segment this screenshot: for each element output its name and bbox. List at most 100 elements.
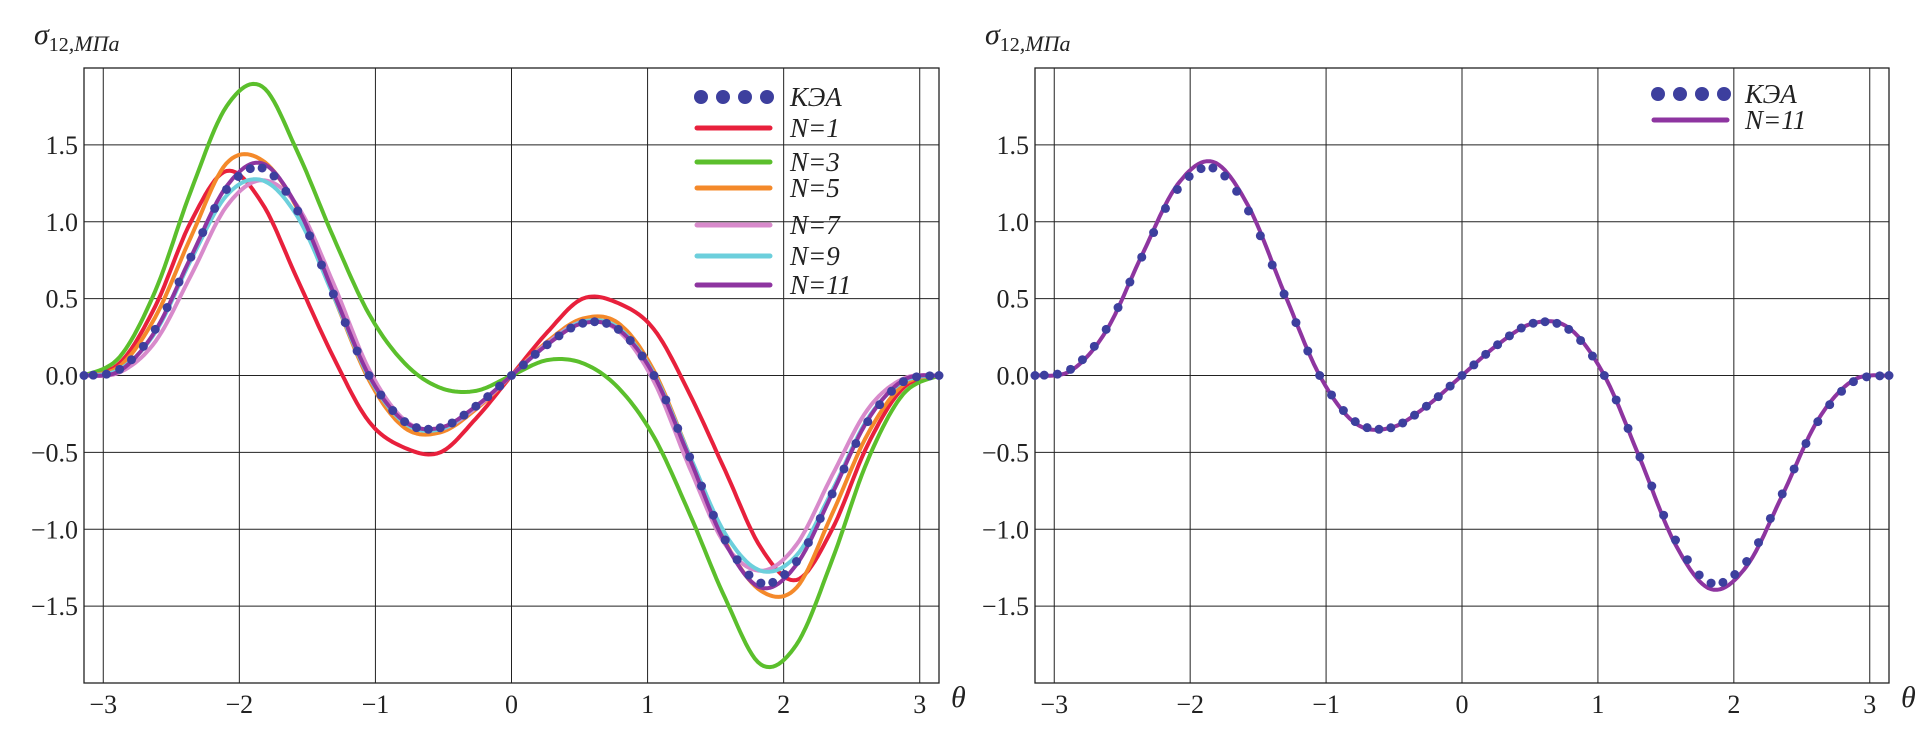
legend-item-кэа: КЭА	[1651, 79, 1797, 109]
kea-data-point	[340, 318, 350, 328]
legend-label: N=5	[789, 173, 840, 203]
y-label-symbol: σ	[985, 18, 1001, 51]
kea-data-point	[222, 184, 231, 194]
kea-data-point	[1875, 371, 1885, 381]
kea-data-point	[376, 390, 386, 400]
kea-data-point	[293, 206, 303, 216]
kea-data-point	[1647, 481, 1657, 491]
kea-data-point	[459, 410, 469, 420]
kea-data-point	[912, 372, 922, 382]
kea-data-point	[1504, 331, 1514, 341]
kea-data-point	[1232, 186, 1242, 196]
kea-data-point	[1754, 538, 1764, 548]
kea-data-point	[720, 535, 730, 545]
kea-data-point	[1576, 335, 1586, 345]
kea-data-point	[1801, 438, 1811, 448]
kea-data-point	[1765, 513, 1775, 523]
kea-data-point	[1611, 395, 1621, 405]
kea-data-point	[1030, 371, 1040, 380]
kea-data-point	[1101, 324, 1111, 334]
kea-data-point	[1659, 510, 1669, 520]
kea-data-point	[210, 203, 220, 213]
kea-data-point	[1635, 452, 1645, 462]
kea-data-point	[1862, 372, 1872, 382]
kea-data-point	[150, 324, 160, 334]
kea-data-point	[1777, 489, 1787, 499]
y-tick-label: −0.5	[982, 438, 1029, 467]
kea-data-point	[792, 557, 801, 567]
legend-item-n-11: N=11	[1651, 105, 1806, 135]
kea-data-point	[88, 370, 98, 380]
kea-data-point	[269, 171, 279, 181]
kea-data-point	[162, 303, 172, 313]
kea-data-point	[1172, 184, 1182, 194]
kea-data-point	[1267, 260, 1277, 270]
legend-item-n-3: N=3	[694, 147, 840, 177]
kea-data-point	[1398, 418, 1408, 428]
kea-data-point	[1113, 303, 1123, 313]
x-tick-label: 2	[1727, 690, 1740, 719]
legend-dot-marker	[1717, 87, 1731, 101]
kea-data-point	[388, 406, 398, 416]
y-label-subscript: 12	[49, 34, 69, 56]
kea-data-point	[1848, 377, 1858, 387]
kea-data-point	[530, 349, 540, 359]
kea-data-point	[518, 360, 528, 370]
kea-data-point	[768, 577, 778, 587]
legend-label: N=7	[789, 210, 841, 240]
kea-data-point	[851, 438, 861, 448]
kea-data-point	[625, 335, 635, 345]
kea-data-point	[400, 417, 410, 427]
kea-data-point	[839, 464, 849, 474]
kea-data-point	[364, 371, 374, 380]
kea-data-point	[1362, 423, 1372, 433]
legend-label: N=9	[789, 241, 840, 271]
legend-dot-marker	[694, 90, 708, 104]
kea-data-point	[447, 418, 457, 428]
legend-dot-marker	[716, 90, 730, 104]
kea-data-point	[708, 510, 718, 520]
kea-data-point	[1587, 351, 1597, 361]
kea-data-point	[1196, 164, 1206, 174]
kea-data-point	[1421, 401, 1431, 411]
x-tick-label: −2	[1176, 690, 1204, 719]
kea-data-point	[1279, 289, 1289, 299]
y-tick-label: 0.0	[997, 362, 1030, 391]
kea-data-point	[1137, 252, 1147, 262]
kea-data-point	[435, 423, 445, 433]
y-tick-label: −1.5	[982, 592, 1029, 621]
kea-data-point	[1208, 163, 1218, 173]
kea-data-point	[637, 351, 647, 361]
kea-data-point	[934, 371, 944, 380]
kea-data-point	[1623, 423, 1633, 433]
kea-data-point	[1374, 424, 1384, 434]
kea-data-point	[590, 317, 600, 327]
kea-data-point	[138, 341, 148, 351]
legend-label: N=11	[1744, 105, 1806, 135]
x-tick-label: −3	[1040, 690, 1068, 719]
kea-data-point	[875, 400, 885, 410]
kea-data-point	[1291, 318, 1301, 328]
legend-item-кэа: КЭА	[694, 82, 842, 112]
kea-data-point	[1184, 171, 1194, 181]
kea-data-point	[1481, 349, 1491, 359]
kea-data-point	[756, 578, 766, 588]
kea-data-point	[649, 371, 659, 380]
kea-data-point	[827, 489, 837, 499]
x-tick-label: 1	[641, 690, 654, 719]
y-tick-label: 0.0	[46, 362, 79, 391]
kea-data-point	[1837, 386, 1847, 396]
legend-dot-marker	[760, 90, 774, 104]
kea-data-point	[863, 417, 873, 427]
kea-data-point	[1315, 371, 1325, 380]
kea-data-point	[815, 513, 825, 523]
kea-data-point	[1244, 206, 1253, 216]
kea-data-point	[115, 364, 125, 374]
legend-item-n-7: N=7	[694, 210, 841, 240]
kea-data-point	[1528, 318, 1538, 328]
kea-data-point	[1410, 410, 1420, 420]
legend-label: N=11	[789, 270, 851, 300]
legend-dot-marker	[738, 90, 752, 104]
kea-data-point	[1433, 392, 1443, 402]
kea-data-point	[1220, 171, 1230, 181]
